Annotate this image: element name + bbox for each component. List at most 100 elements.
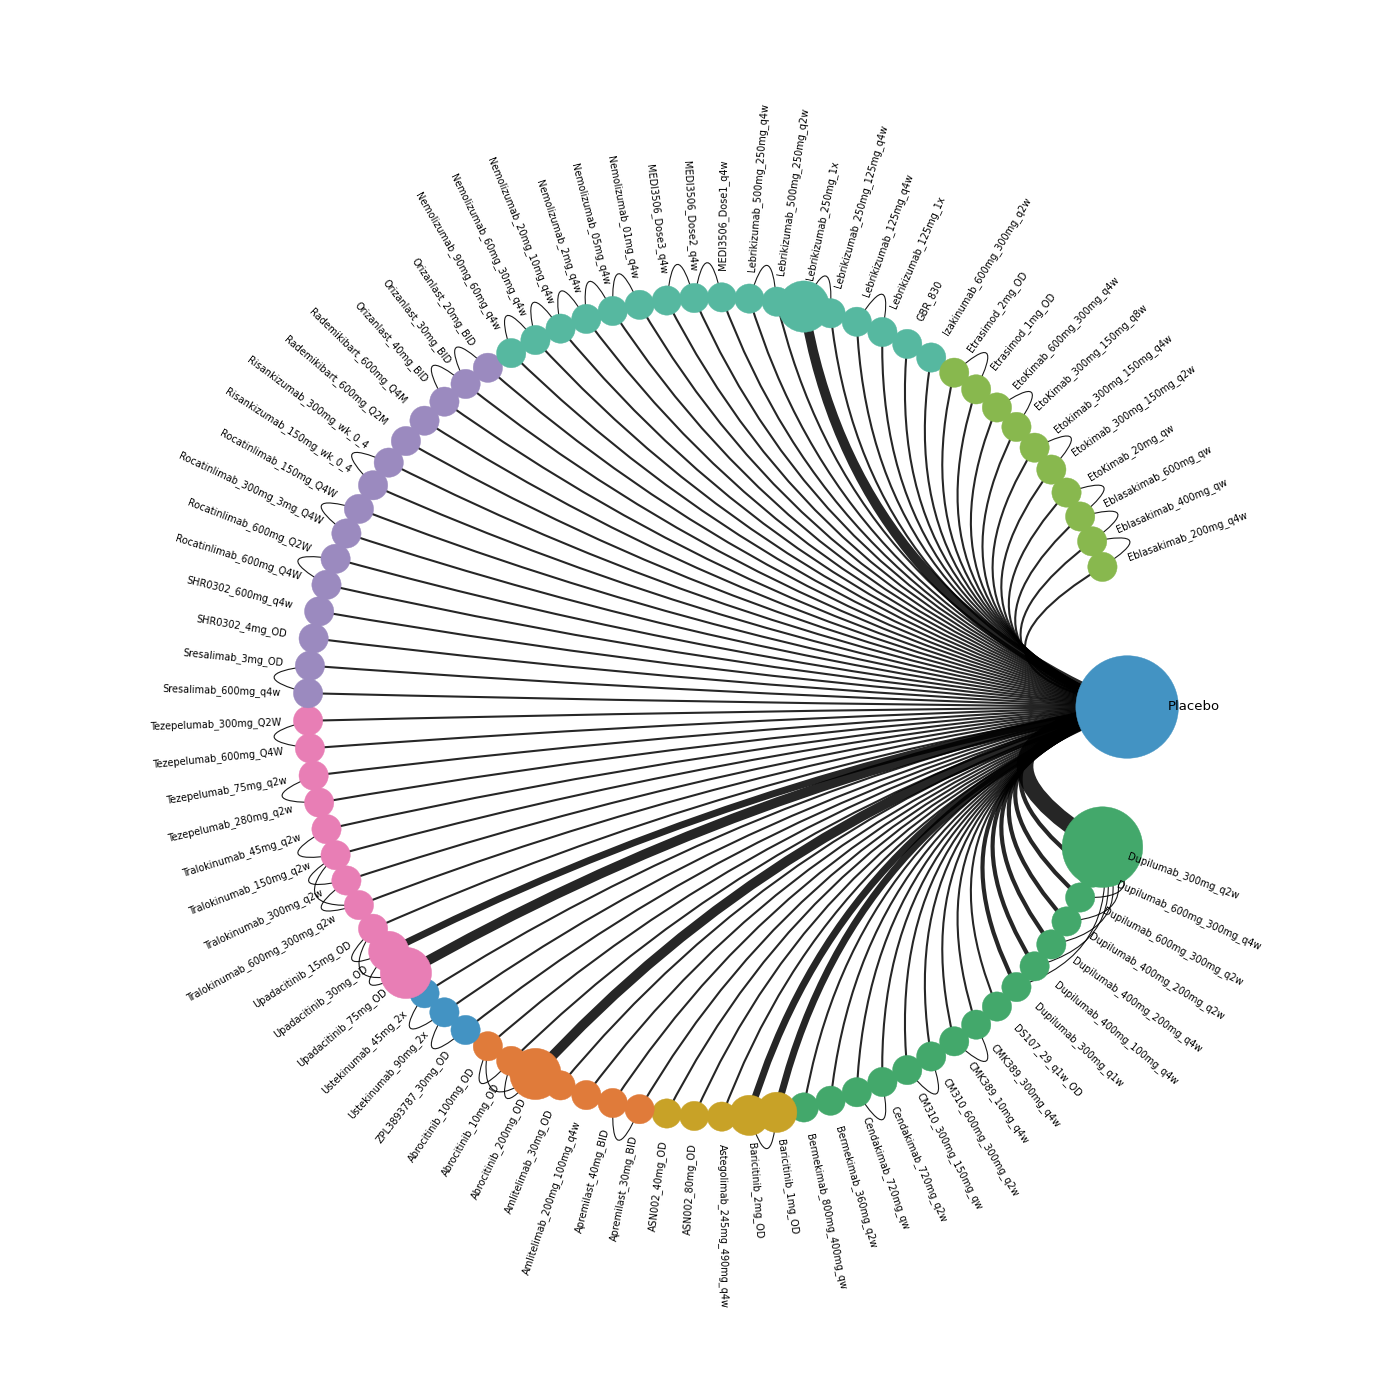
Circle shape [598, 1088, 627, 1117]
Text: Rademikibart_600mg_Q2M: Rademikibart_600mg_Q2M [281, 335, 389, 428]
Circle shape [300, 762, 329, 790]
Text: Tralokinumab_150mg_q2w: Tralokinumab_150mg_q2w [188, 860, 312, 917]
Circle shape [707, 283, 736, 312]
Circle shape [1078, 858, 1107, 888]
Text: Tezepelumab_75mg_q2w: Tezepelumab_75mg_q2w [165, 774, 288, 806]
Text: Eblasakimab_400mg_qw: Eblasakimab_400mg_qw [1114, 477, 1229, 535]
Circle shape [571, 304, 601, 333]
Text: Etokimab_300mg_150mg_q2w: Etokimab_300mg_150mg_q2w [1070, 363, 1198, 458]
Circle shape [1051, 907, 1081, 937]
Circle shape [756, 1092, 797, 1133]
Circle shape [1075, 655, 1179, 759]
Text: ASN002_80mg_OD: ASN002_80mg_OD [682, 1142, 699, 1235]
Circle shape [1051, 477, 1081, 507]
Circle shape [762, 287, 791, 316]
Text: Rocatinlimab_300mg_3mg_Q4W: Rocatinlimab_300mg_3mg_Q4W [176, 451, 325, 526]
Circle shape [521, 325, 550, 354]
Text: Izakinumab_600mg_300mg_q2w: Izakinumab_600mg_300mg_q2w [941, 196, 1033, 337]
Text: Dupilumab_300mg_q2w: Dupilumab_300mg_q2w [1126, 851, 1240, 902]
Circle shape [546, 1071, 575, 1100]
Text: Orizanlast_30mg_BID: Orizanlast_30mg_BID [381, 277, 454, 365]
Text: Bermekimab_800mg_400mg_qw: Bermekimab_800mg_400mg_qw [804, 1133, 848, 1291]
Text: Etrasimod_2mg_OD: Etrasimod_2mg_OD [966, 269, 1030, 354]
Text: Amlitelimab_30mg_OD: Amlitelimab_30mg_OD [503, 1109, 556, 1215]
Text: Risankizumab_150mg_wk_0_4: Risankizumab_150mg_wk_0_4 [223, 386, 353, 475]
Circle shape [1036, 930, 1065, 959]
Circle shape [729, 1095, 770, 1135]
Text: Tralokinumab_45mg_q2w: Tralokinumab_45mg_q2w [181, 832, 302, 879]
Text: Apremilast_40mg_BID: Apremilast_40mg_BID [573, 1127, 612, 1235]
Circle shape [344, 494, 374, 524]
Text: Bermekimab_360mg_q2w: Bermekimab_360mg_q2w [833, 1126, 878, 1250]
Text: Lebrikizumab_250mg_1x: Lebrikizumab_250mg_1x [804, 160, 840, 281]
Text: Cendakimab_720mg_qw: Cendakimab_720mg_qw [861, 1116, 911, 1232]
Text: Risankizumab_300mg_wk_0_4: Risankizumab_300mg_wk_0_4 [245, 354, 371, 451]
Circle shape [893, 1056, 921, 1085]
Circle shape [344, 890, 374, 920]
Text: Sresalimab_600mg_q4w: Sresalimab_600mg_q4w [162, 683, 281, 697]
Text: Nemolizumab_60mg_30mg_q4w: Nemolizumab_60mg_30mg_q4w [448, 172, 528, 318]
Text: ZPL3893787_30mg_OD: ZPL3893787_30mg_OD [375, 1049, 454, 1145]
Text: EtoKimab_300mg_150mg_q8w: EtoKimab_300mg_150mg_q8w [1032, 302, 1149, 413]
Circle shape [391, 427, 420, 456]
Circle shape [679, 1102, 708, 1131]
Circle shape [893, 329, 921, 358]
Text: SHR0302_4mg_OD: SHR0302_4mg_OD [196, 613, 288, 640]
Circle shape [939, 358, 969, 388]
Circle shape [332, 519, 361, 549]
Circle shape [473, 1032, 503, 1061]
Circle shape [410, 406, 440, 435]
Circle shape [321, 840, 350, 869]
Circle shape [295, 734, 325, 763]
Circle shape [735, 284, 764, 314]
Circle shape [1021, 952, 1049, 981]
Circle shape [790, 1093, 819, 1121]
Circle shape [598, 297, 627, 326]
Circle shape [843, 1078, 871, 1107]
Text: Apremilast_30mg_BID: Apremilast_30mg_BID [609, 1134, 640, 1242]
Text: Nemolizumab_05mg_q4w: Nemolizumab_05mg_q4w [568, 162, 612, 287]
Text: ASN002_40mg_OD: ASN002_40mg_OD [647, 1140, 669, 1232]
Circle shape [1002, 973, 1032, 1002]
Circle shape [332, 865, 361, 895]
Circle shape [295, 651, 325, 680]
Text: Upadacitinib_75mg_OD: Upadacitinib_75mg_OD [294, 986, 389, 1070]
Circle shape [707, 1102, 736, 1131]
Circle shape [1088, 552, 1117, 581]
Text: Lebrikizumab_250mg_125mg_q4w: Lebrikizumab_250mg_125mg_q4w [833, 123, 890, 288]
Circle shape [321, 545, 350, 574]
Text: GBR_830: GBR_830 [914, 279, 945, 322]
Text: Lebrikizumab_125mg_1x: Lebrikizumab_125mg_1x [888, 193, 948, 309]
Text: Dupilumab_600mg_300mg_q2w: Dupilumab_600mg_300mg_q2w [1102, 906, 1245, 987]
Text: Etrasimod_1mg_OD: Etrasimod_1mg_OD [988, 290, 1058, 372]
Circle shape [312, 815, 342, 844]
Circle shape [917, 1042, 946, 1071]
Circle shape [1002, 412, 1032, 441]
Circle shape [843, 307, 871, 336]
Circle shape [1063, 806, 1142, 888]
Text: Upadacitinib_15mg_OD: Upadacitinib_15mg_OD [251, 939, 353, 1009]
Text: Dupilumab_400mg_200mg_q2w: Dupilumab_400mg_200mg_q2w [1086, 931, 1226, 1022]
Text: Dupilumab_400mg_200mg_q4w: Dupilumab_400mg_200mg_q4w [1070, 956, 1204, 1056]
Circle shape [816, 298, 846, 328]
Text: Lebrikizumab_500mg_250mg_q4w: Lebrikizumab_500mg_250mg_q4w [746, 102, 770, 272]
Circle shape [962, 375, 991, 405]
Text: Dupilumab_400mg_100mg_q4w: Dupilumab_400mg_100mg_q4w [1051, 979, 1180, 1086]
Circle shape [983, 393, 1012, 423]
Circle shape [1021, 433, 1049, 462]
Text: CM310_600mg_300mg_q2w: CM310_600mg_300mg_q2w [941, 1077, 1021, 1198]
Circle shape [868, 1067, 897, 1096]
Text: MEDI3506_Dose3_q4w: MEDI3506_Dose3_q4w [644, 164, 669, 274]
Text: Rocatinlimab_600mg_Q2W: Rocatinlimab_600mg_Q2W [186, 497, 312, 554]
Text: Nemolizumab_20mg_10mg_q4w: Nemolizumab_20mg_10mg_q4w [484, 155, 556, 305]
Text: SHR0302_600mg_q4w: SHR0302_600mg_q4w [186, 574, 294, 610]
Text: CMK389_300mg_q4w: CMK389_300mg_q4w [988, 1042, 1063, 1130]
Circle shape [652, 286, 682, 315]
Text: Etokimab_300mg_150mg_q4w: Etokimab_300mg_150mg_q4w [1051, 332, 1175, 435]
Circle shape [679, 283, 708, 312]
Circle shape [571, 1081, 601, 1110]
Circle shape [305, 788, 333, 818]
Circle shape [1065, 883, 1095, 913]
Circle shape [497, 1046, 526, 1075]
Circle shape [983, 991, 1012, 1021]
